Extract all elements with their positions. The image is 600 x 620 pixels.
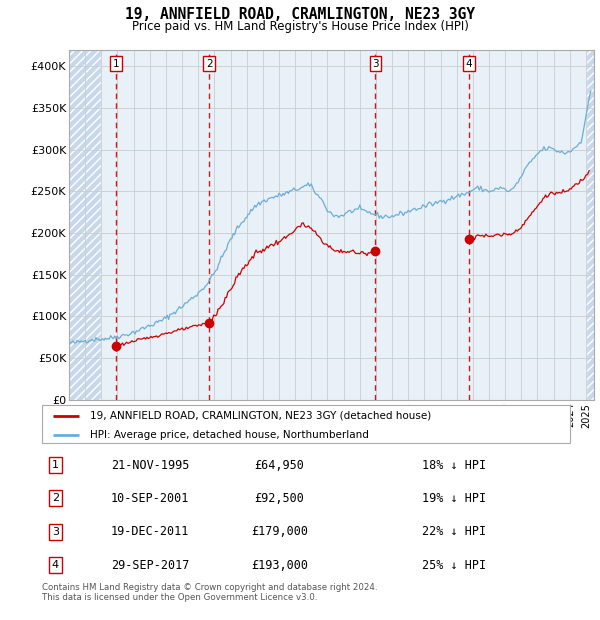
- Text: 1: 1: [52, 460, 59, 470]
- Text: 21-NOV-1995: 21-NOV-1995: [110, 459, 189, 472]
- Text: Contains HM Land Registry data © Crown copyright and database right 2024.
This d: Contains HM Land Registry data © Crown c…: [42, 583, 377, 602]
- Text: 25% ↓ HPI: 25% ↓ HPI: [422, 559, 486, 572]
- FancyBboxPatch shape: [42, 405, 570, 443]
- Bar: [69, 50, 101, 400]
- Text: £92,500: £92,500: [254, 492, 305, 505]
- Text: 22% ↓ HPI: 22% ↓ HPI: [422, 525, 486, 538]
- Text: Price paid vs. HM Land Registry's House Price Index (HPI): Price paid vs. HM Land Registry's House …: [131, 20, 469, 33]
- Text: 29-SEP-2017: 29-SEP-2017: [110, 559, 189, 572]
- Text: 19, ANNFIELD ROAD, CRAMLINGTON, NE23 3GY (detached house): 19, ANNFIELD ROAD, CRAMLINGTON, NE23 3GY…: [89, 410, 431, 420]
- Text: 19-DEC-2011: 19-DEC-2011: [110, 525, 189, 538]
- Text: 19% ↓ HPI: 19% ↓ HPI: [422, 492, 486, 505]
- Text: £193,000: £193,000: [251, 559, 308, 572]
- Text: 18% ↓ HPI: 18% ↓ HPI: [422, 459, 486, 472]
- Text: £64,950: £64,950: [254, 459, 305, 472]
- Text: HPI: Average price, detached house, Northumberland: HPI: Average price, detached house, Nort…: [89, 430, 368, 440]
- Text: 3: 3: [372, 59, 379, 69]
- Text: 3: 3: [52, 527, 59, 537]
- Bar: [101, 50, 586, 400]
- Text: 19, ANNFIELD ROAD, CRAMLINGTON, NE23 3GY: 19, ANNFIELD ROAD, CRAMLINGTON, NE23 3GY: [125, 7, 475, 22]
- Text: 4: 4: [52, 560, 59, 570]
- Bar: [69, 50, 101, 400]
- Bar: [586, 50, 594, 400]
- Text: 4: 4: [466, 59, 472, 69]
- Text: 2: 2: [52, 494, 59, 503]
- Text: 2: 2: [206, 59, 212, 69]
- Text: £179,000: £179,000: [251, 525, 308, 538]
- Text: 1: 1: [112, 59, 119, 69]
- Text: 10-SEP-2001: 10-SEP-2001: [110, 492, 189, 505]
- Bar: [586, 50, 594, 400]
